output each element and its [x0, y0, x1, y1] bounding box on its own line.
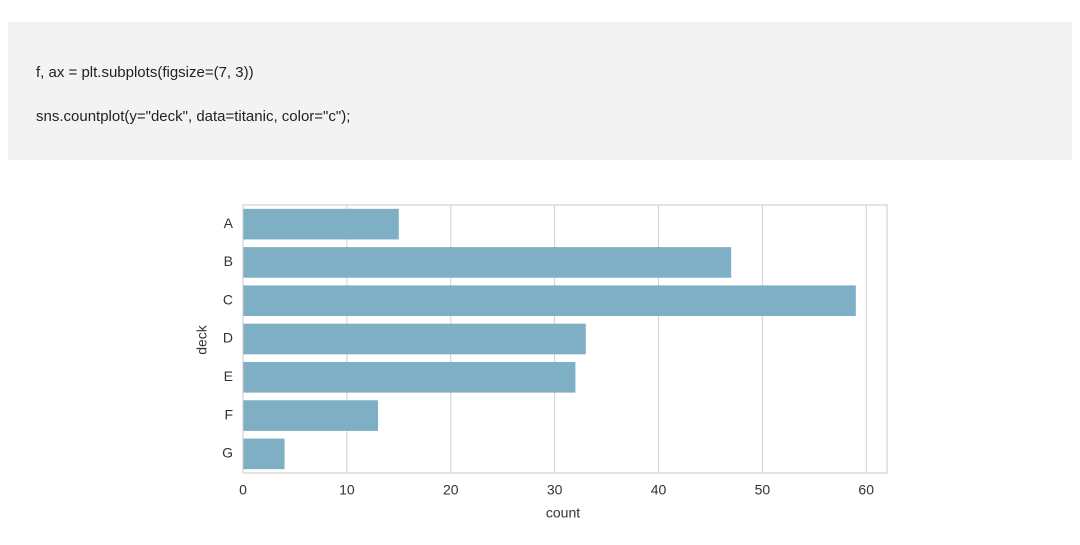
- x-tick-label: 20: [443, 482, 459, 498]
- y-tick-label: E: [224, 368, 233, 384]
- code-line: f, ax = plt.subplots(figsize=(7, 3)): [36, 64, 254, 81]
- x-tick-label: 50: [755, 482, 771, 498]
- x-tick-label: 0: [239, 482, 247, 498]
- bar: [243, 361, 576, 393]
- code-block: f, ax = plt.subplots(figsize=(7, 3)) sns…: [8, 22, 1072, 160]
- x-tick-label: 40: [651, 482, 667, 498]
- x-tick-label: 60: [858, 482, 874, 498]
- bar: [243, 400, 379, 431]
- code-line: sns.countplot(y="deck", data=titanic, co…: [36, 108, 351, 125]
- y-tick-label: F: [224, 406, 233, 422]
- x-tick-label: 30: [547, 482, 563, 498]
- bar: [243, 285, 856, 317]
- y-tick-label: A: [224, 215, 234, 231]
- bar: [243, 247, 732, 278]
- x-tick-label: 10: [339, 482, 355, 498]
- x-axis-label: count: [546, 505, 580, 521]
- bar: [243, 323, 586, 355]
- bar: [243, 208, 399, 240]
- y-tick-label: B: [224, 253, 233, 269]
- y-tick-label: G: [222, 445, 233, 461]
- y-tick-label: D: [223, 330, 233, 346]
- y-axis-label: deck: [194, 324, 210, 355]
- plot-frame: [242, 204, 888, 474]
- bar: [243, 438, 285, 470]
- y-tick-label: C: [223, 291, 233, 307]
